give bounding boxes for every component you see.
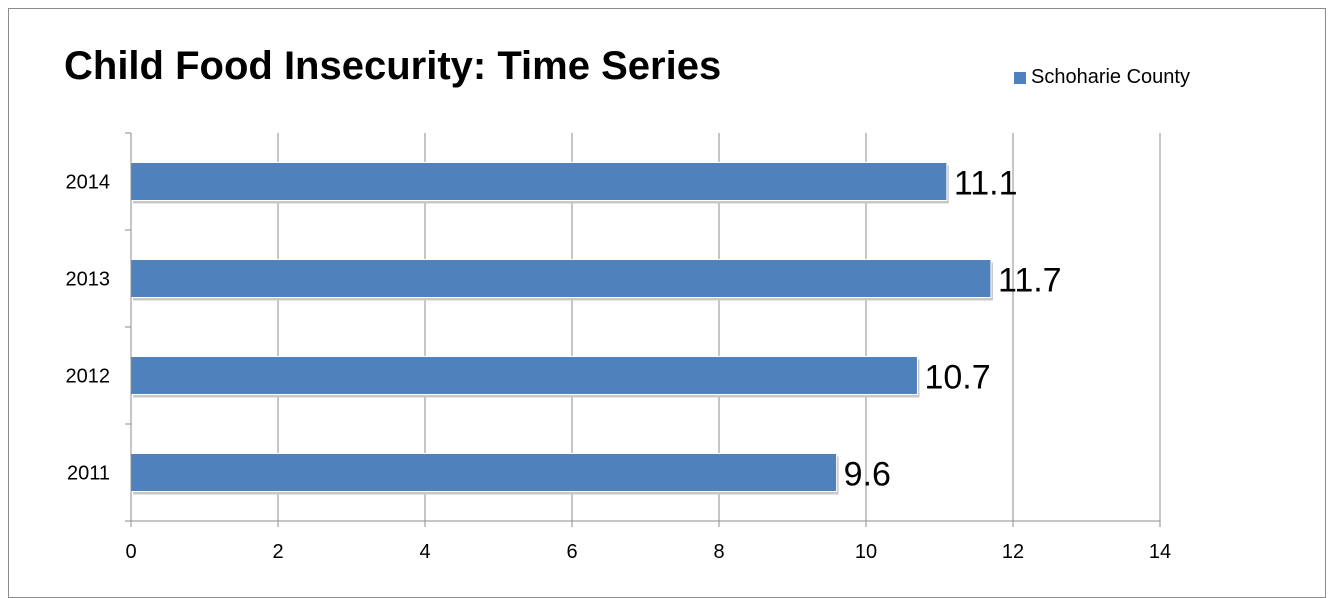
data-label: 10.7 [924, 359, 990, 397]
chart-title: Child Food Insecurity: Time Series [64, 44, 722, 88]
data-label: 11.1 [954, 165, 1018, 203]
bar [130, 453, 838, 492]
bar [130, 356, 918, 395]
data-label: 9.6 [844, 456, 891, 494]
category-label: 2012 [66, 366, 111, 388]
legend: Schoharie County [1014, 66, 1190, 89]
category-label: 2014 [66, 172, 111, 194]
x-tick-label: 10 [855, 541, 877, 563]
category-label: 2013 [66, 269, 111, 291]
legend-label: Schoharie County [1031, 66, 1190, 88]
data-label: 11.7 [998, 262, 1062, 300]
chart-frame [8, 8, 1326, 598]
x-tick-label: 6 [566, 541, 577, 563]
legend-swatch [1014, 71, 1026, 84]
x-tick-label: 4 [419, 541, 430, 563]
x-tick-label: 0 [125, 541, 136, 563]
x-tick-label: 2 [272, 541, 283, 563]
bar [130, 162, 948, 201]
x-tick-label: 14 [1149, 541, 1171, 563]
bar [130, 259, 992, 298]
x-tick-label: 8 [713, 541, 724, 563]
plot-area: 0 2 4 6 8 10 12 14 2011 2012 2013 2014 9.6 10.7 11.7 11… [66, 132, 1171, 563]
category-label: 2011 [67, 463, 110, 485]
x-tick-label: 12 [1002, 541, 1024, 563]
